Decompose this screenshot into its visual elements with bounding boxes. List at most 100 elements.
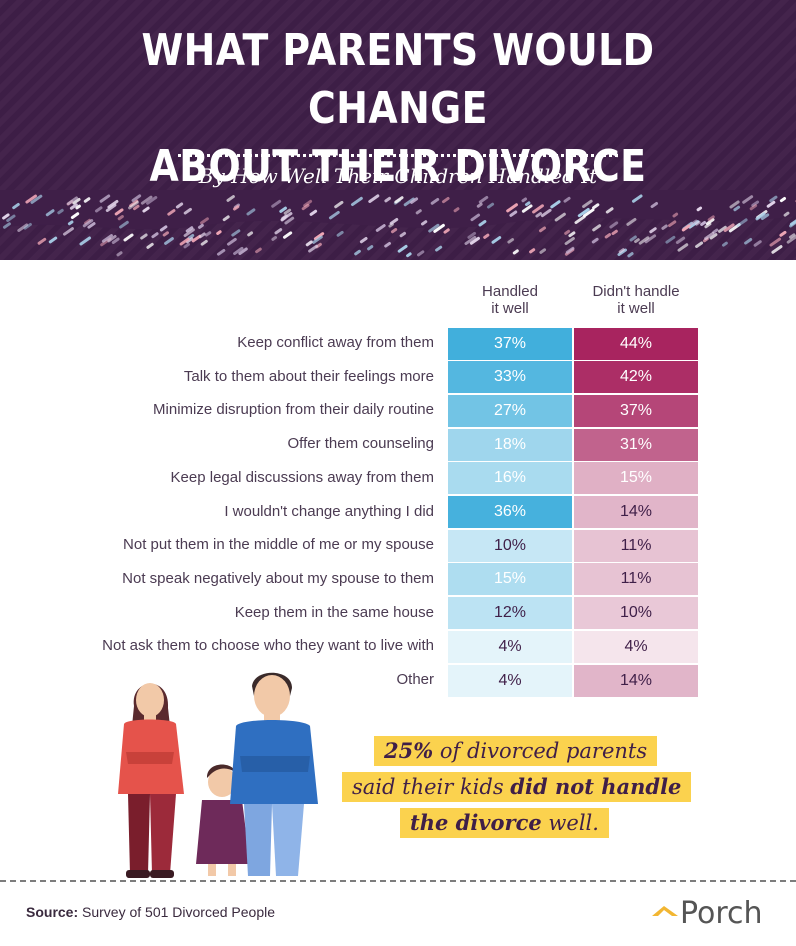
title-line-1: WHAT PARENTS WOULD CHANGE <box>141 25 655 134</box>
confetti-dash <box>591 237 599 244</box>
cell-not-handled-well: 31% <box>574 428 698 461</box>
confetti-dash <box>350 196 363 207</box>
cell-handled-well: 33% <box>448 361 572 394</box>
confetti-dash <box>2 213 10 220</box>
confetti-dash <box>491 236 502 244</box>
confetti-dash <box>167 209 176 216</box>
confetti-dash <box>609 221 619 229</box>
confetti-dash <box>334 200 344 209</box>
confetti-dash <box>197 223 204 229</box>
confetti-dash <box>435 245 443 252</box>
confetti-dash <box>105 203 117 212</box>
source-text: Survey of 501 Divorced People <box>78 904 276 920</box>
confetti-dash <box>399 231 407 238</box>
confetti-dash <box>696 206 703 212</box>
callout-line-2-text: said their kids <box>352 775 511 799</box>
confetti-dash <box>48 236 58 244</box>
confetti-dash <box>649 227 657 234</box>
confetti-dash <box>717 225 727 233</box>
confetti-dash <box>216 248 226 256</box>
confetti-dash <box>83 197 91 203</box>
confetti-dash <box>733 205 741 212</box>
column-header-handled-line-1: Handled <box>482 283 538 300</box>
confetti-dash <box>131 194 142 202</box>
row-label: Talk to them about their feelings more <box>183 367 434 385</box>
cell-not-handled-well: 11% <box>574 529 698 562</box>
confetti-dash <box>183 207 192 215</box>
callout-line-1-text: of divorced parents <box>433 739 648 763</box>
father-figure <box>230 672 318 876</box>
confetti-dash <box>627 252 634 258</box>
confetti-dash <box>354 249 361 256</box>
row-label: Not ask them to choose who they want to … <box>102 637 434 655</box>
confetti-dash <box>779 196 787 203</box>
column-header-handled-line-2: it well <box>491 300 529 317</box>
row-label: Other <box>396 671 434 688</box>
confetti-dash <box>753 240 762 247</box>
confetti-dash <box>303 199 313 207</box>
cell-handled-well: 10% <box>448 529 572 562</box>
confetti-dash <box>467 231 477 239</box>
confetti-dash <box>786 234 796 244</box>
confetti-dash <box>629 235 637 242</box>
confetti-dash <box>532 204 544 214</box>
confetti-dash <box>116 251 123 257</box>
confetti-dash <box>164 237 174 245</box>
confetti-dash <box>524 201 531 207</box>
confetti-dash <box>563 196 571 203</box>
confetti-dash <box>677 243 689 252</box>
confetti-dash <box>507 238 514 244</box>
confetti-dash <box>30 194 43 204</box>
confetti-dash <box>644 234 657 244</box>
confetti-dash <box>117 215 124 221</box>
confetti-dash <box>140 233 148 240</box>
confetti-dash <box>37 237 47 245</box>
cell-not-handled-well: 37% <box>574 394 698 427</box>
confetti-dash <box>359 236 368 244</box>
confetti-dash <box>443 228 450 234</box>
confetti-dash <box>749 204 758 211</box>
confetti-dash <box>416 250 425 257</box>
confetti-dash <box>114 208 124 216</box>
source-label: Source: <box>26 904 79 920</box>
cell-handled-well: 15% <box>448 563 572 596</box>
confetti-dash <box>390 228 398 234</box>
confetti-dash <box>367 245 374 251</box>
callout-line-3: the divorce well. <box>400 808 609 838</box>
confetti-dash <box>769 237 782 247</box>
callout-line-3-text: well. <box>541 811 599 835</box>
confetti-dash <box>179 237 190 246</box>
confetti-dash <box>577 207 590 218</box>
header-banner: WHAT PARENTS WOULD CHANGE ABOUT THEIR DI… <box>0 0 796 260</box>
confetti-dash <box>238 247 248 255</box>
confetti-dash <box>604 233 612 239</box>
confetti-dash <box>406 252 412 258</box>
page-title: WHAT PARENTS WOULD CHANGE ABOUT THEIR DI… <box>56 22 741 196</box>
confetti-dash <box>222 215 230 222</box>
confetti-dash <box>375 224 386 232</box>
column-header-not-handled-line-2: it well <box>617 300 655 317</box>
confetti-dash <box>650 201 659 209</box>
confetti-dash <box>2 222 11 229</box>
confetti-dash <box>694 220 701 226</box>
cell-not-handled-well: 11% <box>574 563 698 596</box>
row-label: Keep legal discussions away from them <box>170 468 434 486</box>
confetti-dash <box>111 237 120 244</box>
confetti-dash <box>146 196 158 205</box>
cell-handled-well: 4% <box>448 630 572 663</box>
confetti-dash <box>476 202 483 208</box>
confetti-dash <box>705 218 715 226</box>
confetti-dash <box>226 237 237 246</box>
confetti-dash <box>483 233 490 239</box>
confetti-dash <box>540 208 552 218</box>
family-illustration <box>118 672 318 878</box>
confetti-dash <box>140 195 153 205</box>
cell-handled-well: 16% <box>448 462 572 495</box>
confetti-dash <box>397 244 408 253</box>
confetti-dash <box>312 235 323 244</box>
cell-handled-well: 18% <box>448 428 572 461</box>
confetti-dash <box>99 194 111 203</box>
confetti-dash <box>420 220 428 226</box>
confetti-dash <box>123 233 134 242</box>
confetti-dash <box>428 223 440 233</box>
